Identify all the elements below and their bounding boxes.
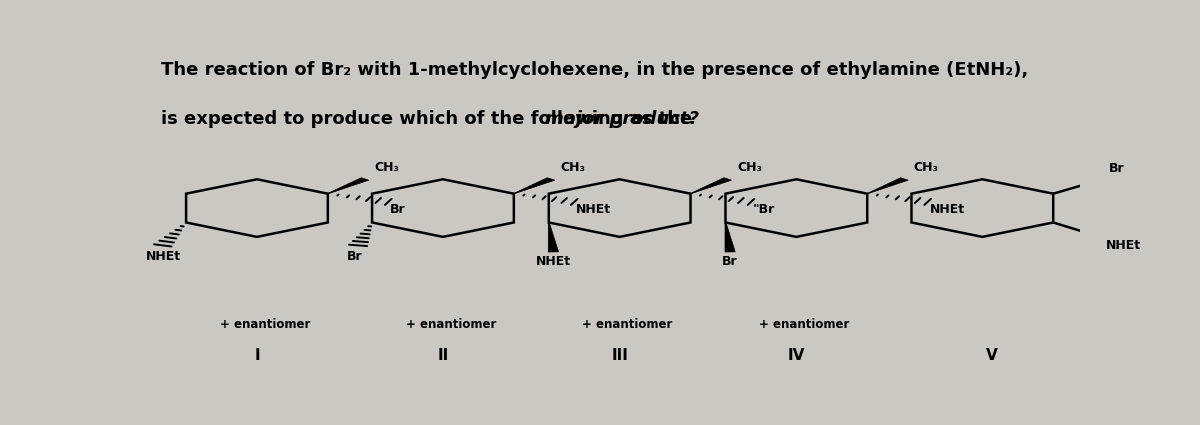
Text: + enantiomer: + enantiomer <box>582 318 673 331</box>
Text: Br: Br <box>1109 162 1124 176</box>
Text: CH₃: CH₃ <box>737 161 762 174</box>
Text: V: V <box>985 348 997 363</box>
Polygon shape <box>514 178 554 194</box>
Text: CH₃: CH₃ <box>560 161 586 174</box>
Text: The reaction of Br₂ with 1-methylcyclohexene, in the presence of ethylamine (EtN: The reaction of Br₂ with 1-methylcyclohe… <box>161 61 1028 79</box>
Polygon shape <box>328 178 368 194</box>
Text: IV: IV <box>787 348 805 363</box>
Text: "Br: "Br <box>752 203 775 216</box>
Text: Br: Br <box>347 250 362 264</box>
Text: + enantiomer: + enantiomer <box>760 318 850 331</box>
Polygon shape <box>866 178 908 194</box>
Text: is expected to produce which of the following as the: is expected to produce which of the foll… <box>161 110 698 128</box>
Text: II: II <box>437 348 449 363</box>
Text: + enantiomer: + enantiomer <box>406 318 496 331</box>
Text: NHEt: NHEt <box>536 255 571 268</box>
Text: NHEt: NHEt <box>576 203 611 216</box>
Text: III: III <box>611 348 628 363</box>
Polygon shape <box>725 222 736 252</box>
Text: CH₃: CH₃ <box>913 161 938 174</box>
Polygon shape <box>690 178 732 194</box>
Text: Br: Br <box>390 203 406 216</box>
Text: CH₃: CH₃ <box>374 161 400 174</box>
Text: + enantiomer: + enantiomer <box>220 318 310 331</box>
Text: Br: Br <box>722 255 738 268</box>
Text: NHEt: NHEt <box>930 203 965 216</box>
Text: I: I <box>254 348 259 363</box>
Text: NHEt: NHEt <box>146 250 181 264</box>
Text: NHEt: NHEt <box>1106 240 1141 252</box>
Polygon shape <box>548 222 558 252</box>
Text: major product?: major product? <box>545 110 700 128</box>
